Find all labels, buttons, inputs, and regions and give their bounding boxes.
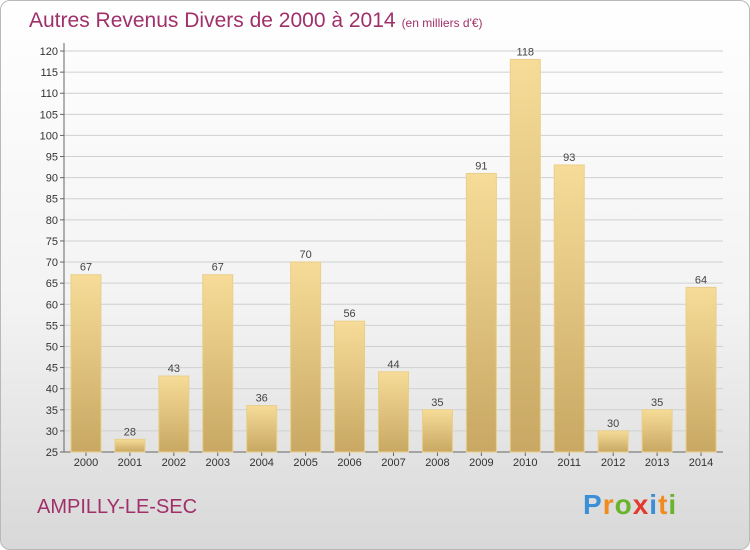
bars xyxy=(70,58,717,453)
y-tick-label: 115 xyxy=(40,67,58,79)
y-tick-label: 70 xyxy=(46,257,58,269)
bar xyxy=(509,58,541,453)
y-tick-label: 105 xyxy=(40,109,58,121)
x-tick-label: 2003 xyxy=(206,457,230,469)
logo-letter: P xyxy=(583,489,603,520)
bar xyxy=(553,164,585,453)
y-tick-label: 90 xyxy=(46,173,58,185)
y-tick-label: 55 xyxy=(46,320,58,332)
bar xyxy=(641,409,673,453)
logo-letter: x xyxy=(632,489,650,520)
value-label: 36 xyxy=(256,393,268,405)
value-label: 35 xyxy=(651,397,663,409)
logo-letter: t xyxy=(658,489,669,520)
y-tick-label: 95 xyxy=(46,152,58,164)
bar xyxy=(465,172,497,453)
x-tick-label: 2012 xyxy=(601,457,625,469)
y-tick-label: 80 xyxy=(46,215,58,227)
bar xyxy=(334,320,366,453)
x-tick-label: 2014 xyxy=(689,457,713,469)
chart-title: Autres Revenus Divers de 2000 à 2014 (en … xyxy=(29,9,483,33)
bar xyxy=(290,261,322,453)
x-tick-label: 2004 xyxy=(249,457,273,469)
value-label: 67 xyxy=(80,262,92,274)
value-label: 93 xyxy=(563,152,575,164)
value-label: 67 xyxy=(212,262,224,274)
x-tick-label: 2001 xyxy=(118,457,142,469)
y-tick-label: 50 xyxy=(46,341,58,353)
x-tick-label: 2006 xyxy=(337,457,361,469)
value-label: 30 xyxy=(607,418,619,430)
x-tick-label: 2007 xyxy=(381,457,405,469)
y-tick-label: 60 xyxy=(46,299,58,311)
value-label: 70 xyxy=(300,249,312,261)
value-label: 118 xyxy=(517,46,535,58)
bar xyxy=(246,405,278,453)
x-tick-label: 2008 xyxy=(425,457,449,469)
bar xyxy=(378,371,409,453)
y-tick-label: 45 xyxy=(46,363,58,375)
x-tick-label: 2011 xyxy=(557,457,581,469)
labels: 25 30 35 40 45 50 55 60 65 70 75 80 85 90 95 100 105 110 1… xyxy=(40,46,714,469)
y-tick-label: 30 xyxy=(46,426,58,438)
value-label: 43 xyxy=(168,363,180,375)
y-tick-label: 65 xyxy=(46,278,58,290)
x-tick-label: 2002 xyxy=(162,457,186,469)
place-name: AMPILLY-LE-SEC xyxy=(37,496,198,518)
bar xyxy=(158,375,190,453)
value-label: 56 xyxy=(343,308,355,320)
x-tick-label: 2009 xyxy=(469,457,493,469)
y-tick-label: 75 xyxy=(46,236,58,248)
proxiti-logo[interactable]: Proxiti xyxy=(583,489,677,521)
y-tick-label: 85 xyxy=(46,194,58,206)
logo-letter: i xyxy=(649,489,659,520)
bar xyxy=(202,274,234,453)
bar xyxy=(421,409,453,453)
y-tick-label: 100 xyxy=(40,130,58,142)
bar xyxy=(70,274,102,453)
bar xyxy=(685,286,717,453)
x-tick-label: 2005 xyxy=(293,457,317,469)
value-label: 64 xyxy=(695,274,707,286)
chart-title-main: Autres Revenus Divers de 2000 à 2014 xyxy=(29,9,396,32)
y-tick-label: 35 xyxy=(46,405,58,417)
logo-letter: o xyxy=(614,489,633,520)
logo-letter: i xyxy=(668,489,678,520)
y-tick-label: 40 xyxy=(46,384,58,396)
x-tick-label: 2010 xyxy=(513,457,537,469)
value-label: 28 xyxy=(124,426,136,438)
x-tick-label: 2013 xyxy=(645,457,669,469)
y-tick-label: 120 xyxy=(40,46,58,58)
bar xyxy=(114,438,146,453)
bar xyxy=(597,430,629,453)
value-label: 91 xyxy=(475,160,487,172)
value-label: 44 xyxy=(387,359,399,371)
value-label: 35 xyxy=(431,397,443,409)
y-tick-label: 25 xyxy=(46,447,58,459)
y-tick-label: 110 xyxy=(40,88,58,100)
logo-letter: r xyxy=(602,489,615,520)
x-tick-label: 2000 xyxy=(74,457,98,469)
chart-subtitle: (en milliers d'€) xyxy=(401,16,483,30)
